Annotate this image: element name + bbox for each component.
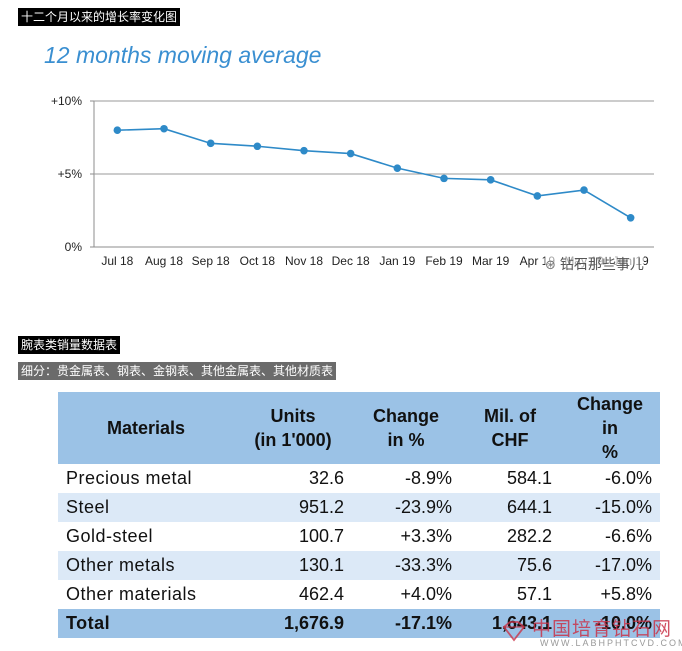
data-point — [533, 192, 542, 200]
data-point — [626, 214, 635, 222]
table-section-label: 腕表类销量数据表 — [18, 336, 121, 354]
total-label: Total — [58, 609, 234, 638]
header-chf: Mil. of CHF — [460, 392, 560, 464]
row-material: Steel — [58, 493, 234, 522]
row-chf-change: -17.0% — [560, 551, 660, 580]
row-units-change: +3.3% — [352, 522, 460, 551]
row-chf: 644.1 — [460, 493, 560, 522]
table-subtitle: 细分：贵金属表、钢表、金钢表、其他金属表、其他材质表 — [18, 362, 337, 380]
x-tick-label: Sep 18 — [192, 254, 230, 268]
row-chf: 282.2 — [460, 522, 560, 551]
chart-section-label: 十二个月以来的增长率变化图 — [18, 8, 181, 26]
row-chf-change: -15.0% — [560, 493, 660, 522]
row-material: Other materials — [58, 580, 234, 609]
table-total-row: Total 1,676.9 -17.1% 1,643.1 -10.0% — [58, 609, 660, 638]
table-row: Other materials 462.4 +4.0% 57.1 +5.8% — [58, 580, 660, 609]
row-chf-change: -6.0% — [560, 464, 660, 493]
row-units-change: -8.9% — [352, 464, 460, 493]
total-units: 1,676.9 — [234, 609, 352, 638]
x-tick-label: Mar 19 — [472, 254, 510, 268]
series-line — [117, 127, 632, 219]
data-point — [580, 186, 588, 194]
data-point — [300, 146, 308, 155]
row-material: Other metals — [58, 551, 234, 580]
data-point — [113, 126, 122, 134]
x-tick-label: Nov 18 — [285, 254, 323, 268]
row-units-change: +4.0% — [352, 580, 460, 609]
x-tick-label: Jan 19 — [379, 254, 415, 268]
site-watermark-cn: 中国培育钻石网 — [532, 618, 673, 640]
row-units-change: -23.9% — [352, 493, 460, 522]
data-point — [393, 164, 402, 172]
total-units-change: -17.1% — [352, 609, 460, 638]
wechat-watermark-text: 钻石那些事儿 — [559, 257, 644, 273]
row-units-change: -33.3% — [352, 551, 460, 580]
data-point — [486, 176, 495, 184]
row-material: Gold-steel — [58, 522, 234, 551]
row-units: 462.4 — [234, 580, 352, 609]
row-chf: 75.6 — [460, 551, 560, 580]
data-point — [160, 124, 168, 133]
row-units: 130.1 — [234, 551, 352, 580]
x-tick-label: Feb 19 — [425, 254, 463, 268]
row-units: 32.6 — [234, 464, 352, 493]
y-tick-label: 0% — [65, 240, 83, 254]
total-chf-change: -10.0% — [560, 609, 660, 638]
x-tick-label: Dec 18 — [332, 254, 370, 268]
data-point — [346, 149, 355, 158]
y-tick-label: +10% — [51, 94, 82, 108]
materials-table: Materials Units (in 1'000) Change in % Mil… — [58, 392, 660, 638]
header-units: Units (in 1'000) — [234, 392, 352, 464]
line-chart: 0% +5% +10% Jul 18 Aug 18 Sep 18 Oct 18 Nov 18… — [51, 94, 654, 268]
header-materials: Materials — [58, 392, 234, 464]
row-chf: 584.1 — [460, 464, 560, 493]
wechat-watermark: ⊛ 钻石那些事儿 — [545, 254, 644, 274]
site-watermark: 中国培育钻石网 WWW.LABHPHTCVD.COM — [500, 614, 682, 648]
row-units: 951.2 — [234, 493, 352, 522]
total-chf: 1,643.1 — [460, 609, 560, 638]
table-header-row: Materials Units (in 1'000) Change in % Mil… — [58, 392, 660, 464]
header-chf-change: Change in% — [560, 392, 660, 464]
data-point — [206, 139, 215, 148]
chart-title: 12 months moving average — [44, 42, 322, 68]
table-row: Precious metal 32.6 -8.9% 584.1 -6.0% — [58, 464, 660, 493]
x-tick-label: Oct 18 — [240, 254, 276, 268]
table-row: Other metals 130.1 -33.3% 75.6 -17.0% — [58, 551, 660, 580]
table-row: Gold-steel 100.7 +3.3% 282.2 -6.6% — [58, 522, 660, 551]
diamond-logo-icon — [502, 620, 526, 642]
x-tick-label: Aug 18 — [145, 254, 183, 268]
row-units: 100.7 — [234, 522, 352, 551]
table-row: Steel 951.2 -23.9% 644.1 -15.0% — [58, 493, 660, 522]
site-watermark-url: WWW.LABHPHTCVD.COM — [540, 638, 682, 648]
x-tick-label: Jul 18 — [101, 254, 133, 268]
data-point — [440, 174, 448, 183]
header-units-change: Change in % — [352, 392, 460, 464]
y-tick-label: +5% — [58, 167, 83, 181]
row-chf: 57.1 — [460, 580, 560, 609]
data-point — [253, 142, 262, 151]
row-material: Precious metal — [58, 464, 234, 493]
wechat-icon: ⊛ — [545, 258, 556, 273]
row-chf-change: -6.6% — [560, 522, 660, 551]
row-chf-change: +5.8% — [560, 580, 660, 609]
